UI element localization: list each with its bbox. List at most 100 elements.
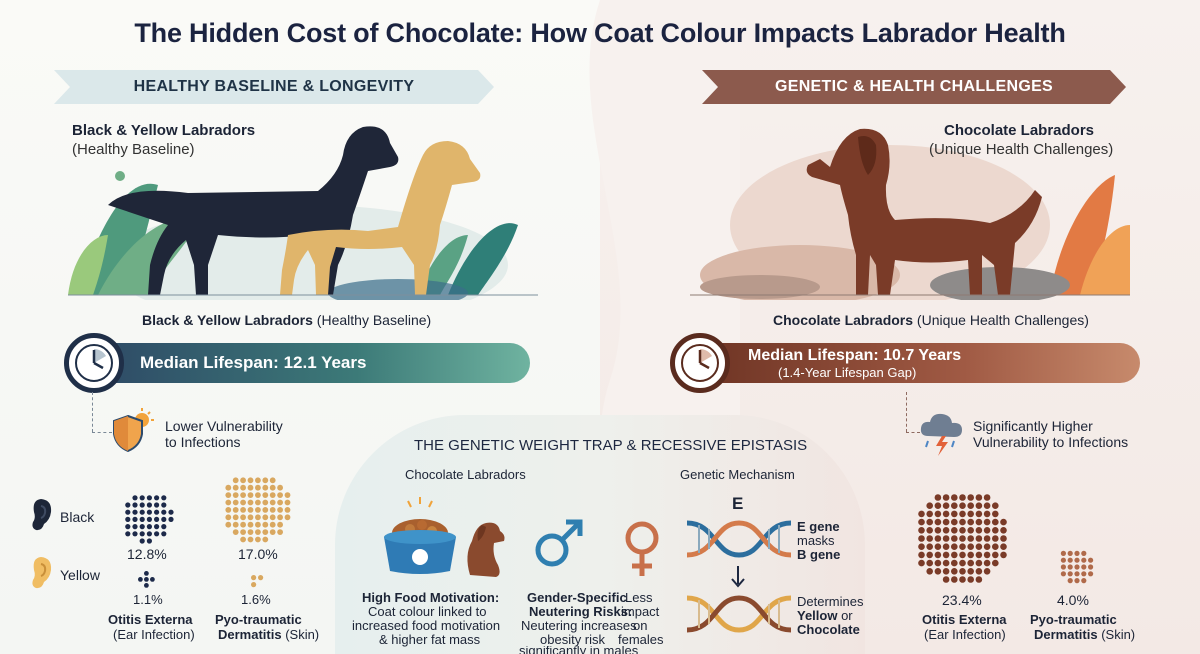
pyo-chocolate-dot — [1088, 571, 1094, 577]
pyo-black-dot — [277, 514, 283, 521]
otitis-chocolate-dot — [942, 535, 950, 542]
black-yellow-labradors-illustration — [68, 126, 538, 300]
left-dog-label-sub: (Healthy Baseline) — [72, 141, 195, 158]
pyo-black-dot — [240, 536, 246, 543]
otitis-black-pct: 12.8% — [127, 546, 167, 562]
otitis-black-dot — [161, 495, 167, 501]
pyo-black-dot — [232, 499, 239, 506]
pyo-black-dot — [262, 484, 269, 491]
storm-cloud-icon — [920, 413, 962, 456]
otitis-chocolate-dot — [983, 543, 991, 550]
otitis-yellow-dot — [144, 583, 149, 588]
right-pyo-sub: Dermatitis (Skin) — [1034, 627, 1135, 642]
otitis-chocolate-dot — [934, 518, 942, 526]
otitis-black-dot — [161, 516, 167, 522]
pyo-black-dot — [225, 507, 232, 513]
otitis-yellow-dot — [138, 577, 143, 582]
otitis-chocolate-dot — [975, 518, 983, 526]
pyo-black-dot — [262, 536, 269, 543]
otitis-black-dot — [125, 516, 131, 522]
otitis-black-dot — [161, 502, 167, 508]
gene-line3: B gene — [797, 547, 841, 562]
otitis-chocolate-dot — [934, 568, 942, 575]
gene-line1: E gene — [797, 519, 840, 534]
pyo-black-dot — [240, 499, 246, 506]
food-line1: Coat colour linked to — [368, 604, 487, 619]
pyo-black-dot — [255, 514, 261, 521]
pyo-black-dot — [232, 507, 239, 513]
pyo-chocolate-dot — [1067, 564, 1073, 570]
pyo-chocolate-dot — [1067, 557, 1073, 563]
otitis-chocolate-dot — [983, 502, 991, 509]
pyo-black-dot — [262, 514, 269, 521]
right-pyo-sub-text: (Skin) — [1097, 627, 1136, 642]
otitis-black-dot — [125, 502, 131, 508]
otitis-chocolate-dot — [975, 527, 983, 534]
left-vulnerability-line2: to Infections — [165, 434, 241, 450]
pyo-black-dots — [225, 477, 291, 543]
right-dog-label-sub: (Unique Health Challenges) — [929, 141, 1114, 158]
otitis-chocolate-dot — [967, 568, 974, 575]
pyo-chocolate-dot — [1088, 564, 1094, 570]
pyo-chocolate-dot — [1060, 550, 1066, 556]
clock-icon-right — [670, 333, 730, 393]
otitis-chocolate-dot — [959, 518, 966, 526]
pyo-black-dot — [262, 521, 269, 528]
pyo-black-dot — [277, 484, 283, 491]
otitis-chocolate-dot — [951, 502, 958, 509]
otitis-chocolate-dot — [926, 535, 933, 542]
pyo-black-dot — [269, 529, 276, 535]
pyo-chocolate-dot — [1074, 571, 1080, 577]
gender-line3: significantly in males — [519, 646, 639, 654]
clock-icon — [64, 333, 124, 393]
pyo-black-dot — [247, 536, 254, 543]
otitis-chocolate-dot — [926, 502, 933, 509]
otitis-chocolate-dot — [975, 543, 983, 550]
left-otitis-label: Otitis Externa — [108, 612, 193, 627]
shield-sun-icon — [113, 408, 154, 452]
gender-bold1: Gender-Specific — [527, 590, 627, 605]
otitis-black-dot — [146, 509, 152, 515]
pyo-chocolate-dot — [1060, 571, 1066, 577]
pyo-black-dot — [232, 484, 239, 491]
otitis-chocolate-dot — [951, 543, 958, 550]
otitis-chocolate-dot — [934, 543, 942, 550]
otitis-chocolate-dot — [983, 535, 991, 542]
otitis-chocolate-dot — [926, 568, 933, 575]
left-caption-rest: (Healthy Baseline) — [312, 312, 432, 328]
banner-genetic-challenges: GENETIC & HEALTH CHALLENGES — [702, 70, 1126, 104]
right-otitis-pct: 23.4% — [942, 592, 982, 608]
left-connector-v — [92, 392, 93, 432]
otitis-chocolate-dot — [959, 535, 966, 542]
gene-letter: E — [732, 494, 744, 513]
otitis-chocolate-dot — [959, 527, 966, 534]
otitis-chocolate-dot — [967, 551, 974, 559]
otitis-chocolate-dot — [942, 494, 950, 501]
otitis-chocolate-dot — [918, 551, 925, 559]
pyo-black-dot — [277, 521, 283, 528]
left-pyo-sub: Dermatitis (Skin) — [218, 627, 319, 642]
otitis-chocolate-dot — [967, 527, 974, 534]
otitis-chocolate-dot — [967, 559, 974, 567]
otitis-black-dot — [168, 516, 174, 522]
pyo-black-dot — [269, 484, 276, 491]
otitis-black-dot — [161, 524, 167, 530]
left-lifespan-text: Median Lifespan: 12.1 Years — [140, 353, 367, 372]
pyo-black-dot — [232, 529, 239, 535]
determines-or: or — [837, 608, 853, 623]
pyo-black-dot — [262, 529, 269, 535]
otitis-chocolate-dot — [983, 527, 991, 534]
right-pyo-label: Pyo-traumatic — [1030, 612, 1117, 627]
otitis-chocolate-dot — [975, 494, 983, 501]
pyo-black-dot — [262, 492, 269, 498]
right-connector-h — [906, 432, 920, 433]
otitis-chocolate-dot — [967, 535, 974, 542]
pyo-yellow-dot — [251, 582, 257, 588]
otitis-chocolate-dot — [926, 551, 933, 559]
pyo-chocolate-dot — [1074, 557, 1080, 563]
dna-icon-top — [686, 520, 792, 558]
pyo-chocolate-dot — [1067, 550, 1073, 556]
pyo-black-dot — [269, 499, 276, 506]
right-otitis-sub: (Ear Infection) — [924, 627, 1006, 642]
pyo-black-dot — [240, 492, 246, 498]
